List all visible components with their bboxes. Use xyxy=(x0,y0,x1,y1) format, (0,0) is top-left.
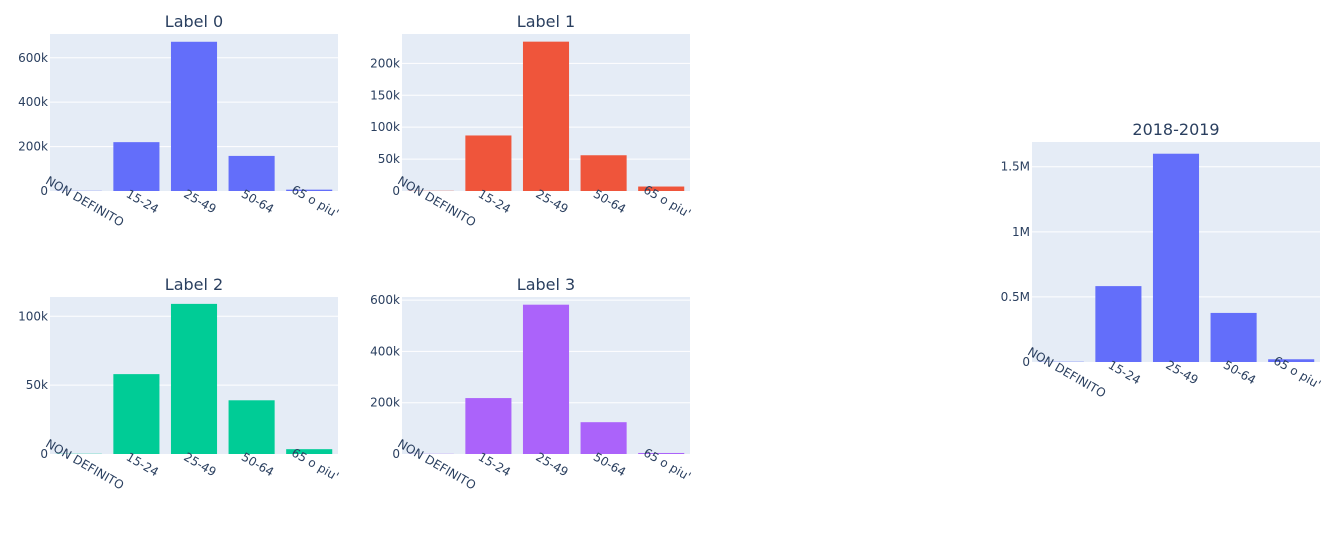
x-tick-label: 50-64 xyxy=(239,450,276,480)
bar-2[interactable] xyxy=(170,303,218,454)
y-tick-label: 200k xyxy=(370,56,400,70)
x-tick-label: 50-64 xyxy=(239,187,276,217)
x-tick-label: 50-64 xyxy=(1221,358,1258,388)
bar-4[interactable] xyxy=(286,449,333,454)
bar-3[interactable] xyxy=(228,400,275,454)
bar-4[interactable] xyxy=(1268,359,1315,362)
x-tick-label: 25-49 xyxy=(533,187,570,217)
y-tick-label: 50k xyxy=(378,152,400,166)
bar-3[interactable] xyxy=(1210,312,1257,362)
y-tick-label: 200k xyxy=(370,396,400,410)
x-tick-label: 25-49 xyxy=(181,450,218,480)
y-tick-label: 0.5M xyxy=(1001,290,1030,304)
bar-4[interactable] xyxy=(286,189,333,191)
y-tick-label: 0 xyxy=(40,447,48,461)
bar-1[interactable] xyxy=(113,374,160,454)
x-tick-label: 25-49 xyxy=(181,187,218,217)
subplot-title: Label 2 xyxy=(165,275,223,294)
bar-3[interactable] xyxy=(580,155,627,191)
x-tick-label: 15-24 xyxy=(124,450,161,480)
x-tick-label: 15-24 xyxy=(124,187,161,217)
subplot-title: Label 0 xyxy=(165,12,223,31)
y-tick-label: 150k xyxy=(370,88,400,102)
bar-1[interactable] xyxy=(465,398,512,454)
bar-1[interactable] xyxy=(465,135,512,191)
subplot-title: 2018-2019 xyxy=(1132,120,1219,139)
bar-2[interactable] xyxy=(170,41,218,191)
bar-2[interactable] xyxy=(1152,153,1200,362)
y-tick-label: 100k xyxy=(18,309,48,323)
y-tick-label: 600k xyxy=(370,293,400,307)
y-tick-label: 0 xyxy=(392,447,400,461)
x-tick-label: 50-64 xyxy=(591,450,628,480)
bar-3[interactable] xyxy=(228,155,275,191)
x-tick-label: 50-64 xyxy=(591,187,628,217)
bar-3[interactable] xyxy=(580,422,627,454)
y-tick-label: 200k xyxy=(18,140,48,154)
bar-1[interactable] xyxy=(113,142,160,191)
x-tick-label: 15-24 xyxy=(476,450,513,480)
subplot-title: Label 3 xyxy=(517,275,575,294)
bar-1[interactable] xyxy=(1095,286,1142,362)
bar-4[interactable] xyxy=(638,452,685,454)
y-tick-label: 400k xyxy=(370,344,400,358)
x-tick-label: 25-49 xyxy=(1163,358,1200,388)
y-tick-label: 100k xyxy=(370,120,400,134)
y-tick-label: 1M xyxy=(1012,225,1030,239)
y-tick-label: 0 xyxy=(392,184,400,198)
x-tick-label: 25-49 xyxy=(533,450,570,480)
y-tick-label: 1.5M xyxy=(1001,160,1030,174)
bar-2[interactable] xyxy=(522,304,570,454)
subplot-title: Label 1 xyxy=(517,12,575,31)
x-tick-label: 15-24 xyxy=(1106,358,1143,388)
y-tick-label: 50k xyxy=(26,378,48,392)
y-tick-label: 0 xyxy=(40,184,48,198)
bar-4[interactable] xyxy=(638,186,685,191)
x-tick-label: 15-24 xyxy=(476,187,513,217)
y-tick-label: 400k xyxy=(18,95,48,109)
y-tick-label: 600k xyxy=(18,51,48,65)
y-tick-label: 0 xyxy=(1022,355,1030,369)
bar-2[interactable] xyxy=(522,41,570,191)
